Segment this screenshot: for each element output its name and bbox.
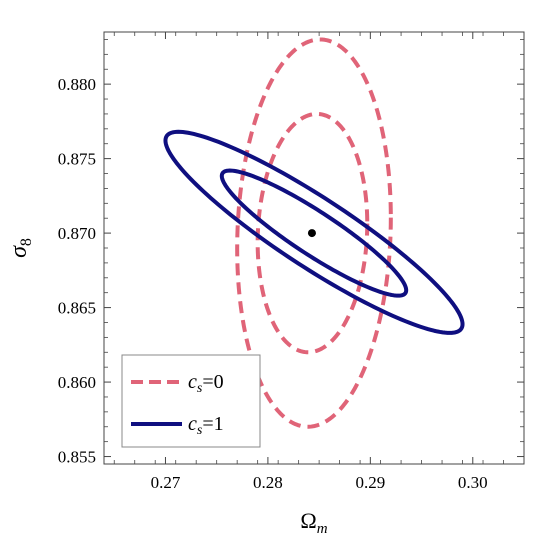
legend-label-cs1: cs=1 — [188, 413, 224, 438]
legend-label-cs1-main: c — [188, 413, 197, 435]
x-tick-label: 0.29 — [355, 473, 385, 492]
x-axis-label: Ωm — [300, 508, 327, 537]
contour-cs1-outer — [163, 129, 465, 335]
y-tick-label: 0.880 — [58, 75, 96, 94]
x-tick-label: 0.28 — [253, 473, 283, 492]
y-tick-label: 0.875 — [58, 150, 96, 169]
x-axis-label-main: Ω — [300, 508, 316, 533]
y-tick-label: 0.860 — [58, 373, 96, 392]
x-tick-label: 0.30 — [458, 473, 488, 492]
contour-cs0-inner — [255, 111, 370, 355]
y-tick-label: 0.870 — [58, 224, 96, 243]
y-axis-label-main: σ — [6, 245, 32, 258]
y-tick-label: 0.865 — [58, 299, 96, 318]
fiducial-point — [307, 229, 316, 238]
series-layer — [163, 37, 465, 429]
legend-label-cs0-rest: =0 — [202, 371, 223, 393]
legend: cs=0 cs=1 — [121, 354, 261, 448]
y-tick-label: 0.855 — [58, 448, 96, 467]
legend-label-cs1-rest: =1 — [202, 413, 223, 435]
contour-cs0-outer — [235, 37, 393, 429]
legend-label-cs0-main: c — [188, 371, 197, 393]
x-axis: 0.27 0.28 0.29 0.30 — [113, 32, 504, 492]
y-axis-label-sub: 8 — [18, 238, 35, 246]
legend-label-cs1-sub: s — [197, 423, 203, 438]
legend-label-cs0-sub: s — [197, 381, 203, 396]
x-tick-label: 0.27 — [151, 473, 181, 492]
legend-box — [121, 354, 261, 448]
x-axis-label-sub: m — [317, 521, 328, 537]
y-axis-label: σ8 — [6, 238, 35, 258]
y-axis: 0.855 0.860 0.865 0.870 0.875 0.880 — [58, 39, 524, 467]
contour-cs1-inner — [219, 168, 409, 298]
legend-label-cs0: cs=0 — [188, 371, 224, 396]
